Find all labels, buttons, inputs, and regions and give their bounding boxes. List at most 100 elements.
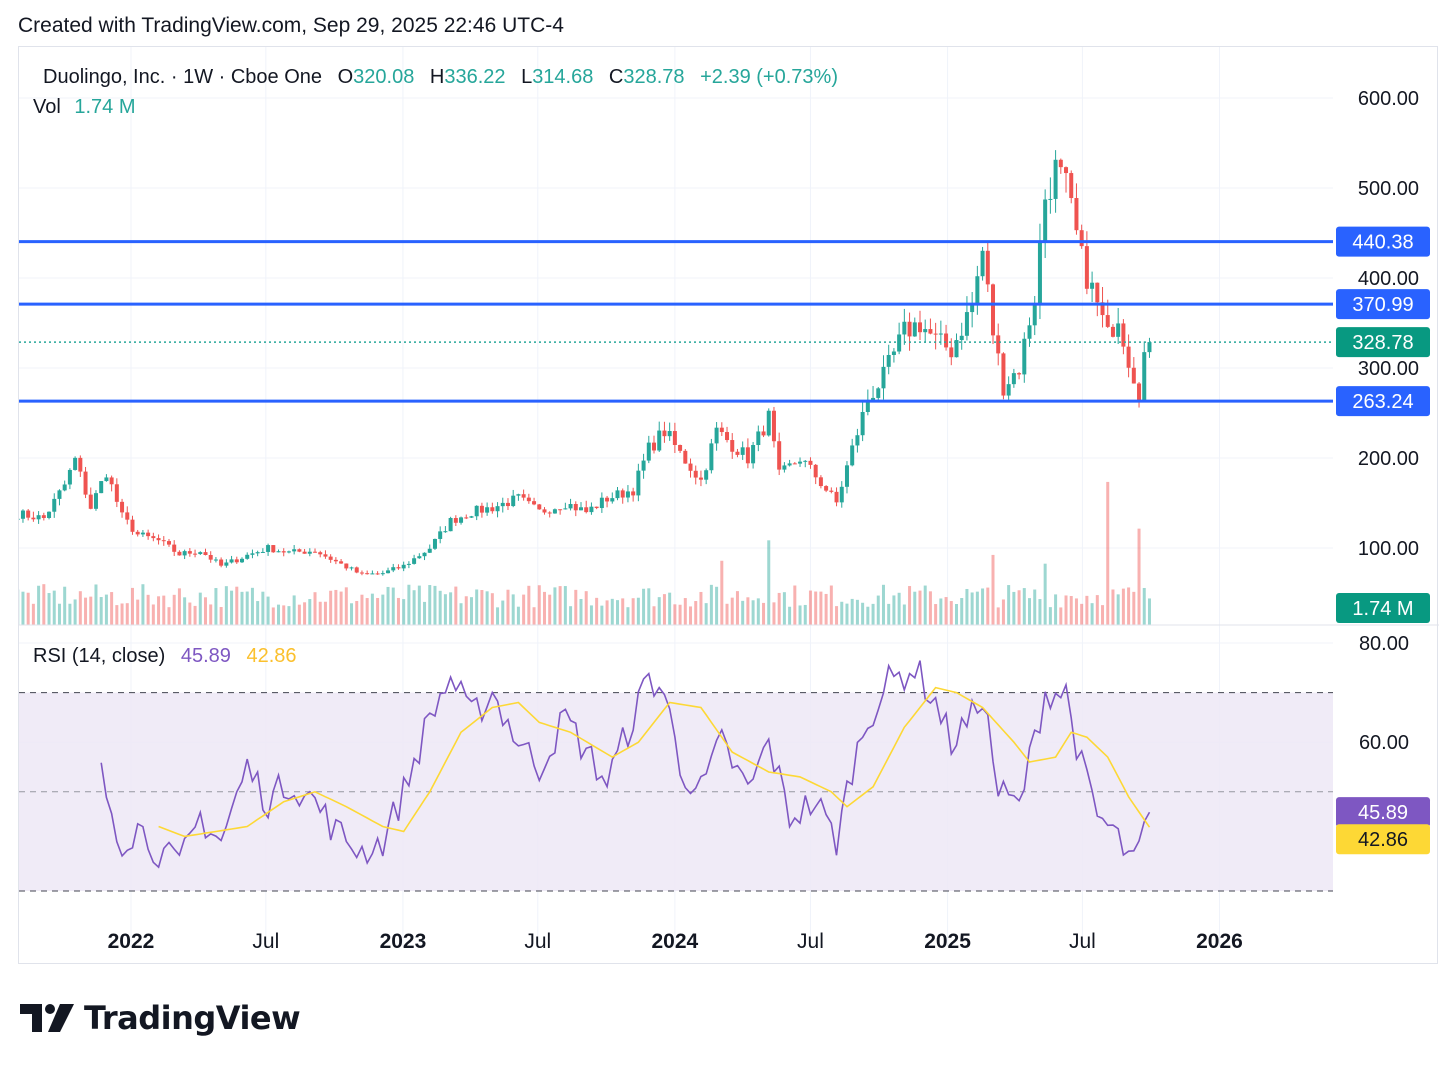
candle-200[interactable]	[1058, 158, 1063, 174]
candle-85[interactable]	[459, 516, 464, 525]
candle-104[interactable]	[558, 509, 563, 515]
candle-176[interactable]	[933, 322, 938, 350]
candle-152[interactable]	[808, 457, 813, 469]
candle-137[interactable]	[730, 433, 735, 459]
time-axis[interactable]: 2022 Jul 2023 Jul 2024 Jul 2025 Jul 2026	[108, 930, 1243, 953]
candle-73[interactable]	[396, 564, 401, 570]
candle-28[interactable]	[161, 536, 166, 546]
candle-63[interactable]	[344, 563, 349, 571]
candle-162[interactable]	[860, 401, 865, 442]
candle-75[interactable]	[406, 561, 411, 569]
candle-136[interactable]	[725, 426, 730, 443]
candle-33[interactable]	[187, 548, 192, 557]
candle-105[interactable]	[563, 502, 568, 510]
candle-131[interactable]	[698, 470, 703, 487]
candle-111[interactable]	[594, 506, 599, 510]
candle-183[interactable]	[970, 292, 975, 328]
candle-100[interactable]	[537, 503, 542, 510]
candle-144[interactable]	[766, 408, 771, 437]
candle-119[interactable]	[636, 463, 641, 502]
candle-96[interactable]	[516, 493, 521, 501]
candle-123[interactable]	[657, 421, 662, 453]
candle-161[interactable]	[855, 428, 860, 453]
candle-180[interactable]	[954, 333, 959, 358]
candle-195[interactable]	[1032, 296, 1037, 336]
candle-155[interactable]	[824, 485, 829, 493]
candle-69[interactable]	[375, 571, 380, 575]
candle-64[interactable]	[349, 566, 354, 571]
candle-212[interactable]	[1121, 319, 1126, 355]
candle-190[interactable]	[1006, 376, 1011, 401]
candle-215[interactable]	[1137, 382, 1142, 408]
candle-53[interactable]	[292, 545, 297, 555]
candle-60[interactable]	[328, 554, 333, 563]
candle-130[interactable]	[693, 465, 698, 485]
candle-13[interactable]	[83, 466, 88, 499]
candle-192[interactable]	[1017, 372, 1022, 380]
candle-40[interactable]	[224, 559, 229, 568]
candle-19[interactable]	[114, 478, 119, 508]
candle-118[interactable]	[631, 487, 636, 502]
candle-146[interactable]	[777, 432, 782, 476]
candle-6[interactable]	[47, 511, 52, 520]
candle-62[interactable]	[339, 559, 344, 564]
candle-108[interactable]	[578, 502, 583, 511]
candle-74[interactable]	[401, 561, 406, 572]
candle-188[interactable]	[996, 323, 1001, 366]
candle-204[interactable]	[1079, 224, 1084, 249]
candle-88[interactable]	[474, 505, 479, 521]
candle-36[interactable]	[203, 548, 208, 556]
candle-159[interactable]	[844, 461, 849, 494]
candle-126[interactable]	[672, 422, 677, 453]
candle-44[interactable]	[245, 552, 250, 560]
candle-121[interactable]	[646, 435, 651, 464]
candle-55[interactable]	[302, 548, 307, 554]
candle-58[interactable]	[318, 550, 323, 558]
candle-148[interactable]	[787, 459, 792, 467]
candle-21[interactable]	[125, 506, 130, 525]
candle-77[interactable]	[417, 553, 422, 559]
candle-132[interactable]	[704, 468, 709, 485]
candle-81[interactable]	[438, 526, 443, 544]
candle-93[interactable]	[500, 497, 505, 513]
candle-214[interactable]	[1131, 357, 1136, 384]
candle-38[interactable]	[213, 557, 218, 563]
candle-72[interactable]	[391, 563, 396, 573]
candle-91[interactable]	[490, 502, 495, 514]
candle-31[interactable]	[177, 550, 182, 556]
candle-46[interactable]	[255, 550, 260, 557]
candle-202[interactable]	[1069, 170, 1074, 204]
candle-0[interactable]	[19, 518, 20, 520]
candle-101[interactable]	[542, 507, 547, 515]
candle-129[interactable]	[688, 458, 693, 478]
candle-174[interactable]	[923, 319, 928, 343]
candle-142[interactable]	[756, 425, 761, 452]
candle-134[interactable]	[714, 422, 719, 451]
candle-22[interactable]	[130, 515, 135, 535]
candle-165[interactable]	[876, 387, 881, 402]
candle-76[interactable]	[412, 554, 417, 565]
candle-4[interactable]	[36, 511, 41, 524]
candle-92[interactable]	[495, 502, 500, 518]
candle-206[interactable]	[1090, 271, 1095, 302]
candle-99[interactable]	[532, 497, 537, 506]
candle-173[interactable]	[917, 310, 922, 341]
chart-canvas[interactable]: 600.00 500.00 400.00 300.00 200.00 100.00 80.…	[19, 47, 1439, 965]
candle-65[interactable]	[354, 566, 359, 574]
candle-29[interactable]	[166, 538, 171, 547]
candle-16[interactable]	[99, 481, 104, 494]
candle-78[interactable]	[422, 552, 427, 561]
candle-184[interactable]	[975, 265, 980, 315]
candle-67[interactable]	[365, 570, 370, 575]
candle-49[interactable]	[271, 545, 276, 553]
candle-154[interactable]	[818, 475, 823, 489]
candle-56[interactable]	[307, 548, 312, 557]
candle-80[interactable]	[432, 538, 437, 550]
candle-139[interactable]	[740, 441, 745, 460]
candle-150[interactable]	[798, 457, 803, 467]
candle-24[interactable]	[140, 530, 145, 537]
candle-14[interactable]	[88, 487, 93, 510]
candle-11[interactable]	[73, 456, 78, 471]
candle-124[interactable]	[662, 421, 667, 443]
candle-157[interactable]	[834, 487, 839, 507]
